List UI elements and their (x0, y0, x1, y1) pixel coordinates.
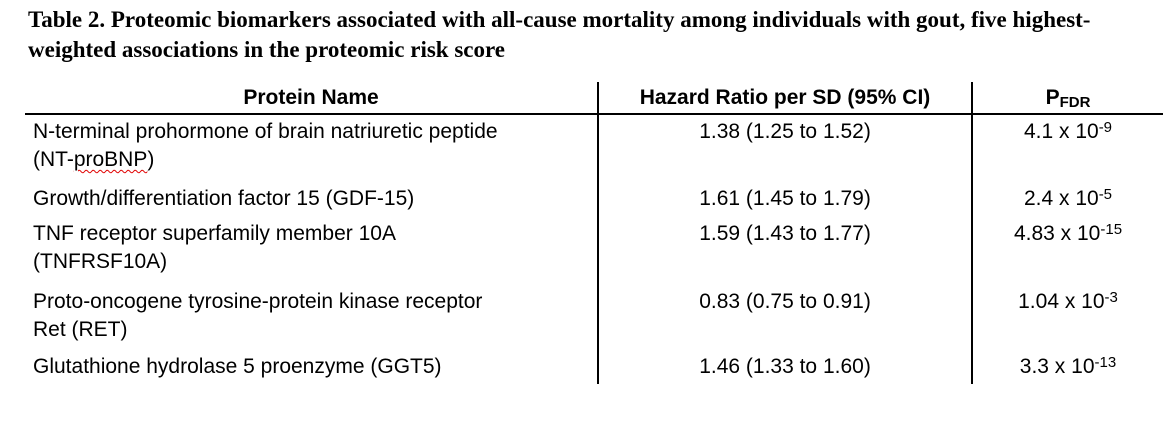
protein-name-line: TNF receptor superfamily member 10A (33, 222, 396, 245)
hazard-ratio-cell: 1.61 (1.45 to 1.79) (597, 182, 972, 217)
protein-name-cell: TNF receptor superfamily member 10A (TNF… (25, 217, 598, 285)
protein-name-line: Glutathione hydrolase 5 proenzyme (GGT5) (33, 355, 442, 378)
hazard-ratio-cell: 1.38 (1.25 to 1.52) (597, 114, 972, 182)
table-caption: Table 2. Proteomic biomarkers associated… (28, 5, 1158, 65)
p-value-exponent: -9 (1098, 119, 1113, 136)
biomarkers-table: Protein Name Hazard Ratio per SD (95% CI… (25, 82, 1163, 384)
hazard-ratio-cell: 1.59 (1.43 to 1.77) (597, 217, 972, 285)
table-row: TNF receptor superfamily member 10A (TNF… (25, 217, 1163, 285)
p-value-exponent: -3 (1104, 289, 1118, 306)
table-row: Growth/differentiation factor 15 (GDF-15… (25, 182, 1163, 217)
table-row: Glutathione hydrolase 5 proenzyme (GGT5)… (25, 350, 1163, 384)
hazard-ratio-cell: 0.83 (0.75 to 0.91) (597, 285, 972, 350)
column-header-hazard-ratio: Hazard Ratio per SD (95% CI) (597, 82, 972, 115)
protein-name-line: (TNFRSF10A) (33, 250, 168, 273)
table-row: N-terminal prohormone of brain natriuret… (25, 114, 1163, 182)
p-value-cell: 1.04 x 10-3 (971, 285, 1163, 350)
protein-name-cell: Proto-oncogene tyrosine-protein kinase r… (25, 285, 598, 350)
caption-line-1: Table 2. Proteomic biomarkers associated… (28, 7, 1091, 32)
protein-name-line: (NT-proBNP) (33, 148, 155, 171)
p-value-cell: 4.1 x 10-9 (971, 114, 1163, 182)
p-value-cell: 4.83 x 10-15 (971, 217, 1163, 285)
p-subscript-fdr: FDR (1059, 94, 1091, 111)
p-label: P (1045, 86, 1060, 109)
protein-name-line: Proto-oncogene tyrosine-protein kinase r… (33, 290, 483, 313)
protein-name-line: N-terminal prohormone of brain natriuret… (33, 120, 498, 143)
misspelled-word: proBNP (73, 148, 148, 171)
column-header-protein: Protein Name (25, 82, 598, 115)
p-value-cell: 2.4 x 10-5 (971, 182, 1163, 217)
caption-line-2: weighted associations in the proteomic r… (28, 37, 506, 62)
p-value-exponent: -13 (1094, 354, 1117, 371)
p-value-exponent: -5 (1098, 186, 1113, 203)
p-value-exponent: -15 (1100, 221, 1123, 238)
hazard-ratio-cell: 1.46 (1.33 to 1.60) (597, 350, 972, 384)
protein-name-cell: Glutathione hydrolase 5 proenzyme (GGT5) (25, 350, 598, 384)
protein-name-line: Growth/differentiation factor 15 (GDF-15… (33, 187, 415, 210)
p-value-cell: 3.3 x 10-13 (971, 350, 1163, 384)
column-header-pfdr: PFDR (971, 82, 1163, 115)
header-row: Protein Name Hazard Ratio per SD (95% CI… (25, 82, 1163, 115)
table-row: Proto-oncogene tyrosine-protein kinase r… (25, 285, 1163, 350)
protein-name-cell: Growth/differentiation factor 15 (GDF-15… (25, 182, 598, 217)
protein-name-line: Ret (RET) (33, 318, 128, 341)
protein-name-cell: N-terminal prohormone of brain natriuret… (25, 114, 598, 182)
